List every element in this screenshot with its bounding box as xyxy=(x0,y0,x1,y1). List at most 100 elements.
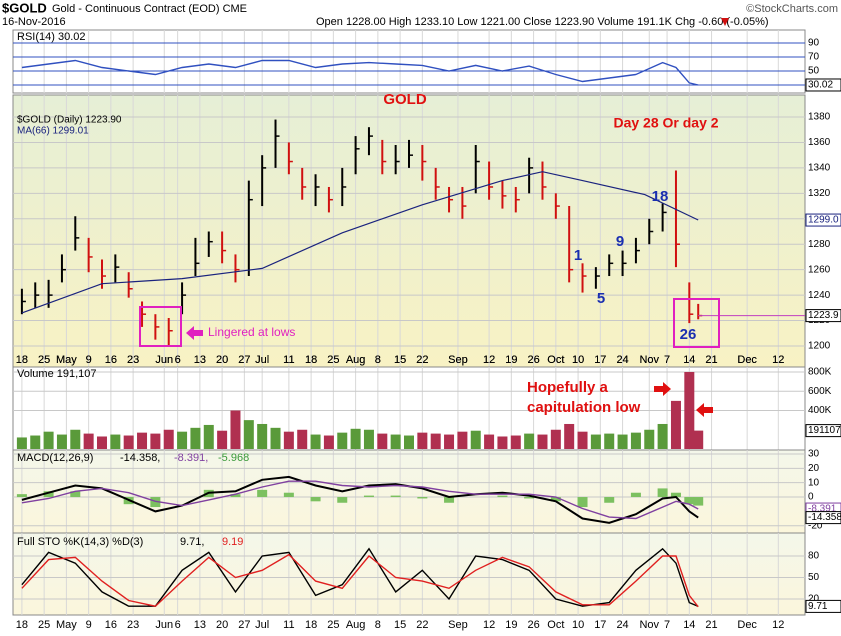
x-tick-label: 17 xyxy=(594,354,606,366)
volume-bar xyxy=(550,429,561,449)
series-line xyxy=(21,553,699,608)
x-tick-label: 21 xyxy=(705,354,717,366)
y-tick-label: 1280 xyxy=(808,239,831,250)
x-tick-label: 26 xyxy=(527,354,539,366)
x-tick-label: 25 xyxy=(327,354,339,366)
annotation: Day 28 Or day 2 xyxy=(613,115,718,131)
sto-legend-value: 9.19 xyxy=(222,536,243,548)
x-tick-label: 11 xyxy=(283,354,294,366)
x-tick-label: Jun xyxy=(155,354,173,366)
end-label-box xyxy=(805,599,841,613)
volume-bar xyxy=(16,437,27,449)
plot-area: 1200122012401260128013001320134013601380… xyxy=(12,29,841,631)
x-tick-label: 10 xyxy=(572,354,584,366)
volume-bar xyxy=(390,434,401,449)
volume-bar xyxy=(110,434,121,449)
y-tick-label: 30 xyxy=(808,449,820,460)
date: 16-Nov-2016 xyxy=(2,16,66,28)
y-tick-label: -20 xyxy=(808,520,823,531)
x-tick-label: Jul xyxy=(255,354,269,366)
x-tick-label: 23 xyxy=(127,354,139,366)
volume-bar xyxy=(630,432,641,449)
x-tick-label: Dec xyxy=(737,354,757,366)
x-tick-label: 6 xyxy=(175,354,181,366)
volume-bar xyxy=(43,431,54,449)
x-tick-label: 17 xyxy=(594,354,606,366)
y-tick-label: 1320 xyxy=(808,188,831,199)
volume-bar xyxy=(684,372,695,449)
x-tick-label: 20 xyxy=(216,619,228,631)
histogram-bar xyxy=(684,497,695,505)
x-tick-label: 18 xyxy=(305,354,317,366)
x-tick-label: 18 xyxy=(16,354,28,366)
x-tick-label: Oct xyxy=(547,354,564,366)
histogram-bar xyxy=(257,489,268,498)
x-tick-label: 23 xyxy=(127,354,139,366)
end-label: 9.71 xyxy=(808,601,828,612)
end-label: -8.391 xyxy=(808,504,837,515)
x-tick-label: Oct xyxy=(547,619,564,631)
x-tick-label: 14 xyxy=(683,354,695,366)
volume-bar xyxy=(657,423,668,449)
x-tick-label: 22 xyxy=(416,619,428,631)
annotation: 18 xyxy=(652,188,669,205)
volume-bar xyxy=(337,432,348,449)
x-tick-label: 14 xyxy=(683,354,695,366)
x-tick-label: 8 xyxy=(375,354,381,366)
x-tick-label: 8 xyxy=(375,354,381,366)
end-label-box xyxy=(805,309,841,323)
end-label: 191107 xyxy=(808,425,841,436)
x-tick-label: 13 xyxy=(194,354,206,366)
x-tick-label: 19 xyxy=(505,354,517,366)
volume-bar xyxy=(323,435,334,449)
volume-bar xyxy=(297,429,308,449)
y-tick-label: 90 xyxy=(808,38,820,49)
y-tick-label: 70 xyxy=(808,52,820,63)
volume-bar xyxy=(693,430,704,449)
volume-bar xyxy=(644,429,655,449)
volume-bar xyxy=(350,428,361,449)
x-tick-label: May xyxy=(56,619,77,631)
y-tick-label: 800K xyxy=(808,367,832,378)
volume-bar xyxy=(190,427,201,449)
x-tick-label: 22 xyxy=(416,354,428,366)
y-tick-label: 50 xyxy=(808,572,820,583)
x-tick-label: Oct xyxy=(547,354,564,366)
x-tick-label: Dec xyxy=(737,354,757,366)
volume-bar xyxy=(417,432,428,449)
y-tick-label: 1340 xyxy=(808,163,831,174)
annotation: GOLD xyxy=(383,91,426,108)
x-tick-label: 8 xyxy=(375,619,381,631)
histogram-bar xyxy=(16,494,27,498)
rsi-legend: RSI(14) 30.02 xyxy=(17,31,85,43)
x-tick-label: 18 xyxy=(305,619,317,631)
highlight-box xyxy=(673,298,720,348)
macd-legend-value: -8.391, xyxy=(174,452,208,464)
volume-bar xyxy=(163,429,174,449)
volume-bar xyxy=(577,431,588,449)
histogram-bar xyxy=(604,497,615,503)
y-tick-label: 0 xyxy=(808,492,814,503)
x-tick-label: 14 xyxy=(683,619,695,631)
histogram-bar xyxy=(444,497,455,503)
x-tick-label: 16 xyxy=(105,354,117,366)
x-tick-label: Sep xyxy=(448,354,468,366)
x-tick-label: 21 xyxy=(705,619,717,631)
volume-bar xyxy=(83,433,94,449)
volume-bar xyxy=(257,423,268,449)
annotation: 9 xyxy=(616,233,624,250)
volume-bar xyxy=(56,434,67,449)
x-tick-label: 25 xyxy=(327,354,339,366)
credit: ©StockCharts.com xyxy=(746,3,838,15)
x-tick-label: 25 xyxy=(327,619,339,631)
x-tick-label: Jul xyxy=(255,354,269,366)
x-tick-label: 12 xyxy=(483,619,495,631)
panel-background xyxy=(12,29,806,94)
x-tick-label: 13 xyxy=(194,619,206,631)
volume-bar xyxy=(524,433,535,449)
y-tick-label: 400K xyxy=(808,405,832,416)
x-tick-label: 12 xyxy=(483,354,495,366)
histogram-bar xyxy=(363,495,374,498)
sto-legend-value: 9.71, xyxy=(180,536,204,548)
ma-legend: MA(66) 1299.01 xyxy=(17,126,89,137)
